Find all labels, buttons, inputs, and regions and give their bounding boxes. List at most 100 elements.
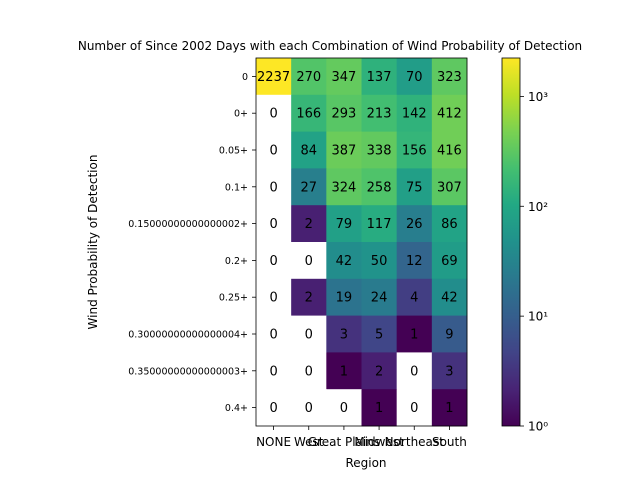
cell-value-label: 50 <box>371 254 388 269</box>
cell-value-label: 69 <box>441 254 458 269</box>
heatmap-cell <box>396 242 433 280</box>
cell-value-label: 4 <box>410 291 418 306</box>
cell-value-label: 3 <box>445 364 453 379</box>
heatmap-cell <box>396 131 433 169</box>
cell-value-label: 3 <box>340 328 348 343</box>
colorbar-tick-label: 10² <box>528 200 548 214</box>
heatmap-cell <box>396 205 433 243</box>
colorbar <box>501 57 521 427</box>
heatmap-cell <box>326 205 362 243</box>
heatmap-cell <box>291 389 327 427</box>
heatmap-cell <box>396 315 433 353</box>
cell-value-label: 347 <box>332 70 357 85</box>
heatmap-cell <box>291 94 327 132</box>
heatmap-cell <box>326 389 362 427</box>
heatmap-cell <box>431 389 468 427</box>
cell-value-label: 0 <box>305 401 313 416</box>
heatmap-cell <box>396 278 433 316</box>
heatmap-cell <box>291 131 327 169</box>
heatmap-cell <box>361 278 398 316</box>
y-axis-label: Wind Probability of Detection <box>86 155 100 330</box>
cell-value-label: 79 <box>336 217 353 232</box>
cell-value-label: 213 <box>367 107 392 122</box>
heatmap-cell <box>326 352 362 390</box>
cell-value-label: 0 <box>269 328 277 343</box>
heatmap-cell <box>256 58 292 96</box>
x-axis-label: Region <box>345 456 386 470</box>
cell-value-label: 258 <box>367 180 392 195</box>
heatmap-cell <box>291 58 327 96</box>
plot-frame <box>255 57 468 427</box>
heatmap-cell <box>291 242 327 280</box>
x-tick-label: Great Plains <box>308 435 380 449</box>
cell-value-label: 416 <box>437 144 462 159</box>
y-tick-label: 0.15000000000000002+ <box>128 219 248 230</box>
colorbar-ticks: 10⁰ 10¹ 10² 10³ <box>520 90 548 434</box>
cell-value-label: 0 <box>269 254 277 269</box>
x-tick-label: South <box>432 435 467 449</box>
y-axis-ticks: 0 0+ 0.05+ 0.1+ 0.15000000000000002+ 0.2+ 0.25… <box>128 72 256 414</box>
y-tick-label: 0 <box>242 72 248 83</box>
colorbar-tick-label: 10¹ <box>528 310 548 324</box>
heatmap-cell <box>256 315 292 353</box>
cell-value-label: 0 <box>269 364 277 379</box>
cell-value-label: 9 <box>445 328 453 343</box>
heatmap-cell <box>396 94 433 132</box>
heatmap-cell <box>431 168 468 206</box>
cell-value-label: 5 <box>375 328 383 343</box>
cell-value-label: 1 <box>445 401 453 416</box>
heatmap-cell <box>396 58 433 96</box>
cell-value-label: 2 <box>305 291 313 306</box>
heatmap-cell <box>326 58 362 96</box>
heatmap-cell <box>431 278 468 316</box>
cell-value-label: 0 <box>269 217 277 232</box>
cell-value-label: 0 <box>410 401 418 416</box>
x-tick-label: Midwest <box>354 435 404 449</box>
heatmap-cell <box>256 278 292 316</box>
y-tick-label: 0+ <box>234 109 248 120</box>
cell-value-label: 270 <box>296 70 321 85</box>
cell-value-label: 142 <box>402 107 427 122</box>
cell-value-label: 412 <box>437 107 462 122</box>
x-tick-label: NONE <box>256 435 291 449</box>
cell-value-label: 2237 <box>257 70 290 85</box>
cell-value-label: 1 <box>340 364 348 379</box>
heatmap-cell <box>431 205 468 243</box>
cell-value-label: 0 <box>269 107 277 122</box>
cell-value-label: 70 <box>406 70 423 85</box>
chart-title: Number of Since 2002 Days with each Comb… <box>78 39 582 53</box>
heatmap-cell <box>361 352 398 390</box>
cell-value-label: 0 <box>305 364 313 379</box>
heatmap-cell <box>431 242 468 280</box>
cell-value-label: 42 <box>441 291 458 306</box>
cell-value-label: 0 <box>305 254 313 269</box>
heatmap-cell <box>256 352 292 390</box>
heatmap-cell <box>256 94 292 132</box>
heatmap-cell <box>291 352 327 390</box>
y-tick-label: 0.1+ <box>225 182 248 193</box>
cell-value-label: 0 <box>305 328 313 343</box>
cell-value-label: 42 <box>336 254 353 269</box>
cell-value-label: 12 <box>406 254 423 269</box>
heatmap-cell <box>431 94 468 132</box>
cell-value-label: 1 <box>375 401 383 416</box>
cell-value-label: 2 <box>305 217 313 232</box>
heatmap-cell <box>361 94 398 132</box>
heatmap-cell <box>361 58 398 96</box>
heatmap-cell <box>326 278 362 316</box>
cell-value-label: 27 <box>300 180 317 195</box>
heatmap-cell <box>256 168 292 206</box>
heatmap-cell <box>326 315 362 353</box>
cell-value-label: 117 <box>367 217 392 232</box>
cell-value-label: 307 <box>437 180 462 195</box>
heatmap-cell <box>396 389 433 427</box>
y-tick-label: 0.05+ <box>219 146 248 157</box>
heatmap-cell <box>291 278 327 316</box>
colorbar-tick-label: 10³ <box>528 90 548 104</box>
cell-value-label: 166 <box>296 107 321 122</box>
heatmap-cell <box>326 242 362 280</box>
cell-value-label: 137 <box>367 70 392 85</box>
cell-value-label: 0 <box>269 291 277 306</box>
